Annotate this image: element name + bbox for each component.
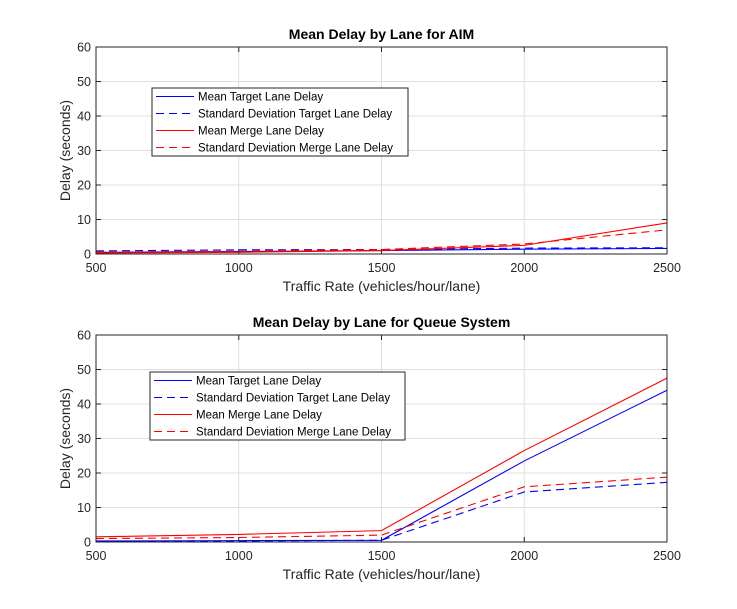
- legend: Mean Target Lane Delay Standard Deviation…: [151, 87, 409, 157]
- legend-box: [151, 87, 409, 157]
- axes-frame: [95, 334, 668, 543]
- series-line-2: [95, 247, 668, 252]
- chart-panel-2: 500 1000 1500 2000 2500 0 10 20 30 40 50 60 Mean Del…: [57, 314, 681, 582]
- y-axis-label: Delay (seconds): [57, 100, 73, 201]
- y-tick-label: 10: [77, 501, 91, 515]
- y-tick-label: 40: [77, 398, 91, 412]
- y-tick-label: 0: [84, 248, 91, 262]
- y-tick-label: 60: [77, 329, 91, 343]
- x-tick-label: 1500: [368, 549, 396, 563]
- x-tick-label: 1500: [368, 261, 396, 275]
- legend-entry-3: Mean Merge Lane Delay: [198, 126, 324, 138]
- x-tick-label: 2000: [510, 261, 538, 275]
- series-line-4: [95, 229, 668, 253]
- legend-entry-3: Mean Merge Lane Delay: [196, 410, 322, 422]
- chart-title: Mean Delay by Lane for AIM: [289, 26, 474, 42]
- x-tick-label: 1000: [225, 261, 253, 275]
- series-line-3: [95, 377, 668, 538]
- y-tick-label: 40: [77, 110, 91, 124]
- y-tick-label: 20: [77, 179, 91, 193]
- x-axis-label: Traffic Rate (vehicles/hour/lane): [283, 566, 481, 582]
- legend-box: [149, 371, 406, 441]
- y-tick-label: 30: [77, 144, 91, 158]
- y-tick-label: 50: [77, 75, 91, 89]
- legend-entry-2: Standard Deviation Target Lane Delay: [196, 393, 390, 405]
- y-tick-label: 50: [77, 363, 91, 377]
- y-tick-label: 20: [77, 467, 91, 481]
- legend-entry-2: Standard Deviation Target Lane Delay: [198, 109, 392, 121]
- chart-title: Mean Delay by Lane for Queue System: [253, 314, 511, 330]
- x-tick-label: 2500: [653, 261, 681, 275]
- x-tick-label: 1000: [225, 549, 253, 563]
- y-tick-label: 30: [77, 432, 91, 446]
- legend: Mean Target Lane Delay Standard Deviation…: [149, 371, 406, 441]
- x-tick-label: 500: [86, 261, 107, 275]
- y-axis-label: Delay (seconds): [57, 388, 73, 489]
- series-line-3: [95, 222, 668, 254]
- y-tick-label: 0: [84, 536, 91, 550]
- y-tick-label: 60: [77, 41, 91, 55]
- x-axis-label: Traffic Rate (vehicles/hour/lane): [283, 278, 481, 294]
- series-line-4: [95, 476, 668, 540]
- legend-entry-4: Standard Deviation Merge Lane Delay: [196, 427, 391, 439]
- chart-panel-1: 500 1000 1500 2000 2500 0 10 20 30 40 50 60 Mean Del…: [57, 26, 681, 294]
- axes-frame: [95, 46, 668, 255]
- x-tick-label: 2000: [510, 549, 538, 563]
- legend-entry-4: Standard Deviation Merge Lane Delay: [198, 143, 393, 155]
- legend-entry-1: Mean Target Lane Delay: [196, 376, 321, 388]
- x-tick-label: 2500: [653, 549, 681, 563]
- y-tick-label: 10: [77, 213, 91, 227]
- series-line-2: [95, 481, 668, 542]
- x-tick-label: 500: [86, 549, 107, 563]
- legend-entry-1: Mean Target Lane Delay: [198, 92, 323, 104]
